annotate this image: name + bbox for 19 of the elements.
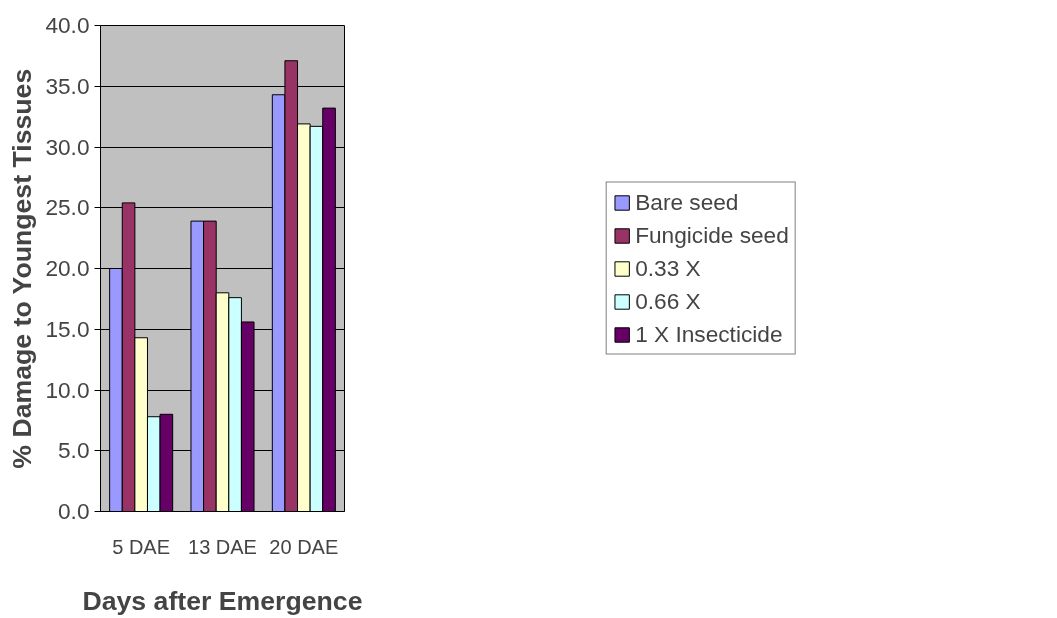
x-tick-label: 13 DAE — [188, 535, 257, 558]
y-tick-label: 0.0 — [58, 498, 90, 524]
y-tick-label: 20.0 — [45, 255, 90, 281]
y-tick-label: 30.0 — [45, 133, 90, 160]
y-tick-label: 35.0 — [45, 72, 90, 99]
y-tick-label: 40.0 — [45, 12, 90, 38]
legend-label: Fungicide seed — [635, 221, 789, 249]
y-tick-label: 5.0 — [58, 437, 90, 464]
legend-label: 1 X Insecticide — [635, 320, 783, 348]
x-axis-title: Days after Emergence — [82, 585, 363, 616]
x-tick-label: 5 DAE — [112, 535, 171, 558]
y-tick-label: 15.0 — [45, 315, 90, 342]
legend-label: 0.33 X — [635, 254, 701, 282]
legend-label: 0.66 X — [635, 287, 701, 315]
y-tick-label: 25.0 — [45, 194, 90, 221]
x-tick-label: 20 DAE — [269, 535, 339, 558]
y-axis-title: % Damage to Youngest Tissues — [7, 68, 38, 469]
legend-label: Bare seed — [635, 188, 739, 216]
y-tick-label: 10.0 — [45, 376, 90, 403]
